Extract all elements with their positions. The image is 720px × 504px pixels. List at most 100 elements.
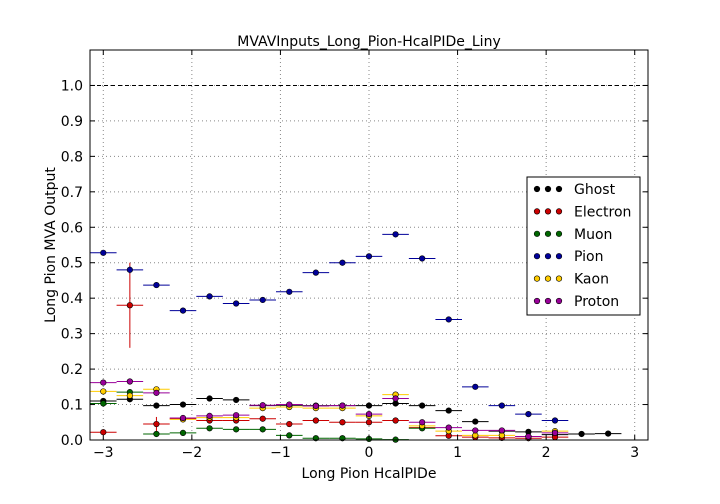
data-point	[126, 302, 133, 309]
data-point	[551, 429, 559, 437]
y-tick-label: 0.8	[61, 149, 83, 165]
x-tick-label: 0	[365, 445, 374, 461]
legend-label: Ghost	[574, 182, 616, 198]
x-tick-label: 3	[630, 445, 639, 461]
data-point	[419, 255, 426, 262]
legend-label: Kaon	[574, 272, 609, 288]
data-point	[286, 420, 293, 428]
data-point	[259, 402, 266, 409]
data-point	[445, 424, 452, 431]
data-point	[312, 402, 319, 410]
data-point	[153, 281, 160, 289]
data-point	[498, 402, 505, 409]
data-point	[206, 412, 213, 419]
data-point	[259, 415, 266, 422]
y-axis-label: Long Pion MVA Output	[43, 167, 59, 323]
legend-entry-proton: Proton	[533, 294, 619, 310]
data-point	[578, 430, 585, 438]
data-point	[100, 249, 107, 256]
data-point	[419, 402, 426, 409]
data-point	[100, 400, 107, 407]
data-point	[233, 426, 240, 433]
y-tick-label: 1.0	[61, 78, 83, 94]
legend-marker	[544, 208, 552, 215]
data-point	[100, 429, 107, 436]
legend-marker	[533, 253, 541, 260]
data-point	[153, 420, 160, 428]
data-point	[259, 426, 266, 433]
data-point	[339, 259, 346, 266]
x-tick-label: −1	[270, 445, 291, 461]
legend: Ghost Electron Muon Pion Kaon Proton	[526, 176, 641, 316]
legend-marker	[555, 275, 563, 282]
legend-marker	[544, 230, 552, 237]
data-point	[153, 402, 160, 409]
legend-marker	[555, 208, 563, 215]
legend-marker	[555, 185, 563, 193]
legend-marker	[533, 185, 541, 193]
data-point	[525, 433, 532, 440]
x-tick-label: 1	[453, 445, 462, 461]
data-point	[365, 402, 373, 409]
data-point	[206, 395, 213, 402]
x-tick-label: 2	[542, 445, 551, 461]
legend-box	[526, 176, 641, 316]
data-point	[153, 389, 160, 396]
data-point	[445, 407, 452, 414]
data-point	[392, 395, 399, 402]
y-tick-label: 0.6	[61, 220, 83, 236]
legend-marker	[533, 230, 541, 237]
legend-marker	[555, 253, 563, 260]
data-point	[126, 266, 133, 273]
data-point	[286, 288, 293, 295]
axis-ticks: −3 −2 −1 0 1 2 3 0.0 0.1 0.2 0.3 0.4 0.5 0.6 0.7 0.8 0.9…	[61, 50, 648, 461]
chart-title: MVAVInputs_Long_Pion-HcalPIDe_Liny	[237, 34, 500, 50]
data-point	[179, 414, 187, 422]
data-point	[286, 432, 293, 439]
data-point	[365, 419, 373, 426]
data-point	[286, 401, 293, 408]
y-tick-label: 0.3	[61, 327, 83, 343]
series-pion	[90, 231, 569, 424]
legend-label: Pion	[574, 249, 603, 265]
legend-marker	[544, 253, 552, 260]
data-point	[392, 231, 399, 238]
legend-marker	[533, 275, 541, 282]
y-tick-label: 0.0	[61, 433, 83, 449]
data-point	[100, 379, 107, 386]
x-tick-label: −2	[182, 445, 203, 461]
data-point	[179, 307, 187, 314]
y-tick-label: 0.1	[61, 398, 83, 414]
data-point	[419, 419, 426, 426]
data-point	[551, 417, 559, 424]
data-point	[100, 388, 107, 395]
data-points	[90, 231, 622, 443]
x-tick-label: −3	[93, 445, 114, 461]
data-point	[126, 378, 133, 385]
data-point	[233, 396, 240, 404]
legend-entry-electron: Electron	[533, 204, 631, 220]
data-point	[179, 401, 187, 408]
data-point	[312, 269, 319, 276]
legend-entry-kaon: Kaon	[533, 272, 609, 288]
x-axis-label: Long Pion HcalPIDe	[302, 466, 437, 482]
data-point	[472, 418, 479, 425]
data-point	[472, 383, 479, 390]
legend-marker	[555, 297, 563, 305]
data-point	[259, 296, 266, 304]
data-point	[233, 412, 240, 419]
legend-entry-pion: Pion	[533, 249, 603, 265]
legend-marker	[544, 275, 552, 282]
y-tick-label: 0.4	[61, 291, 83, 307]
data-point	[498, 427, 505, 434]
data-point	[339, 419, 346, 426]
data-point	[445, 316, 452, 323]
y-tick-label: 0.9	[61, 114, 83, 130]
y-tick-label: 0.7	[61, 185, 83, 201]
data-point	[472, 427, 479, 434]
data-point	[312, 417, 319, 424]
legend-label: Proton	[574, 294, 619, 310]
data-point	[206, 425, 213, 432]
data-point	[233, 300, 240, 307]
